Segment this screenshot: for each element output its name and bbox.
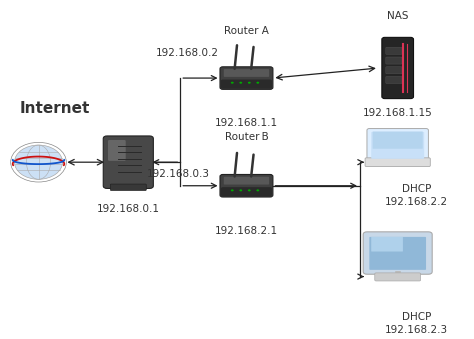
FancyBboxPatch shape bbox=[221, 187, 272, 196]
FancyBboxPatch shape bbox=[375, 273, 420, 281]
FancyBboxPatch shape bbox=[386, 67, 402, 74]
FancyBboxPatch shape bbox=[221, 80, 272, 89]
Text: 192.168.0.1: 192.168.0.1 bbox=[97, 204, 160, 214]
Text: Router A: Router A bbox=[224, 26, 269, 36]
Text: 192.168.1.15: 192.168.1.15 bbox=[363, 108, 433, 118]
FancyBboxPatch shape bbox=[371, 132, 424, 159]
FancyBboxPatch shape bbox=[371, 237, 403, 252]
Text: Internet: Internet bbox=[19, 101, 90, 116]
Circle shape bbox=[15, 145, 63, 179]
FancyBboxPatch shape bbox=[110, 184, 146, 191]
FancyBboxPatch shape bbox=[373, 132, 423, 149]
FancyBboxPatch shape bbox=[386, 57, 402, 64]
FancyBboxPatch shape bbox=[386, 77, 402, 83]
Text: Router B: Router B bbox=[225, 132, 268, 142]
FancyBboxPatch shape bbox=[220, 67, 273, 89]
FancyBboxPatch shape bbox=[386, 47, 402, 54]
Circle shape bbox=[231, 190, 234, 192]
FancyBboxPatch shape bbox=[224, 177, 269, 184]
FancyBboxPatch shape bbox=[220, 175, 273, 197]
FancyBboxPatch shape bbox=[224, 69, 269, 77]
Text: 192.168.1.1: 192.168.1.1 bbox=[215, 119, 278, 128]
Circle shape bbox=[256, 190, 259, 192]
FancyBboxPatch shape bbox=[103, 136, 154, 188]
Circle shape bbox=[231, 82, 234, 84]
FancyBboxPatch shape bbox=[108, 140, 126, 161]
Circle shape bbox=[239, 190, 242, 192]
FancyBboxPatch shape bbox=[369, 237, 426, 270]
FancyBboxPatch shape bbox=[365, 158, 430, 166]
Circle shape bbox=[9, 141, 68, 183]
FancyBboxPatch shape bbox=[382, 37, 413, 99]
FancyBboxPatch shape bbox=[363, 232, 432, 274]
Circle shape bbox=[239, 82, 242, 84]
Text: DHCP
192.168.2.2: DHCP 192.168.2.2 bbox=[385, 184, 448, 207]
Text: 192.168.0.2: 192.168.0.2 bbox=[156, 48, 219, 58]
Text: NAS: NAS bbox=[387, 11, 409, 21]
Circle shape bbox=[256, 82, 259, 84]
Text: 192.168.0.3: 192.168.0.3 bbox=[146, 169, 210, 179]
Text: 192.168.2.1: 192.168.2.1 bbox=[215, 226, 278, 236]
Circle shape bbox=[248, 82, 251, 84]
FancyBboxPatch shape bbox=[367, 128, 428, 162]
Circle shape bbox=[248, 190, 251, 192]
Text: DHCP
192.168.2.3: DHCP 192.168.2.3 bbox=[385, 312, 448, 335]
